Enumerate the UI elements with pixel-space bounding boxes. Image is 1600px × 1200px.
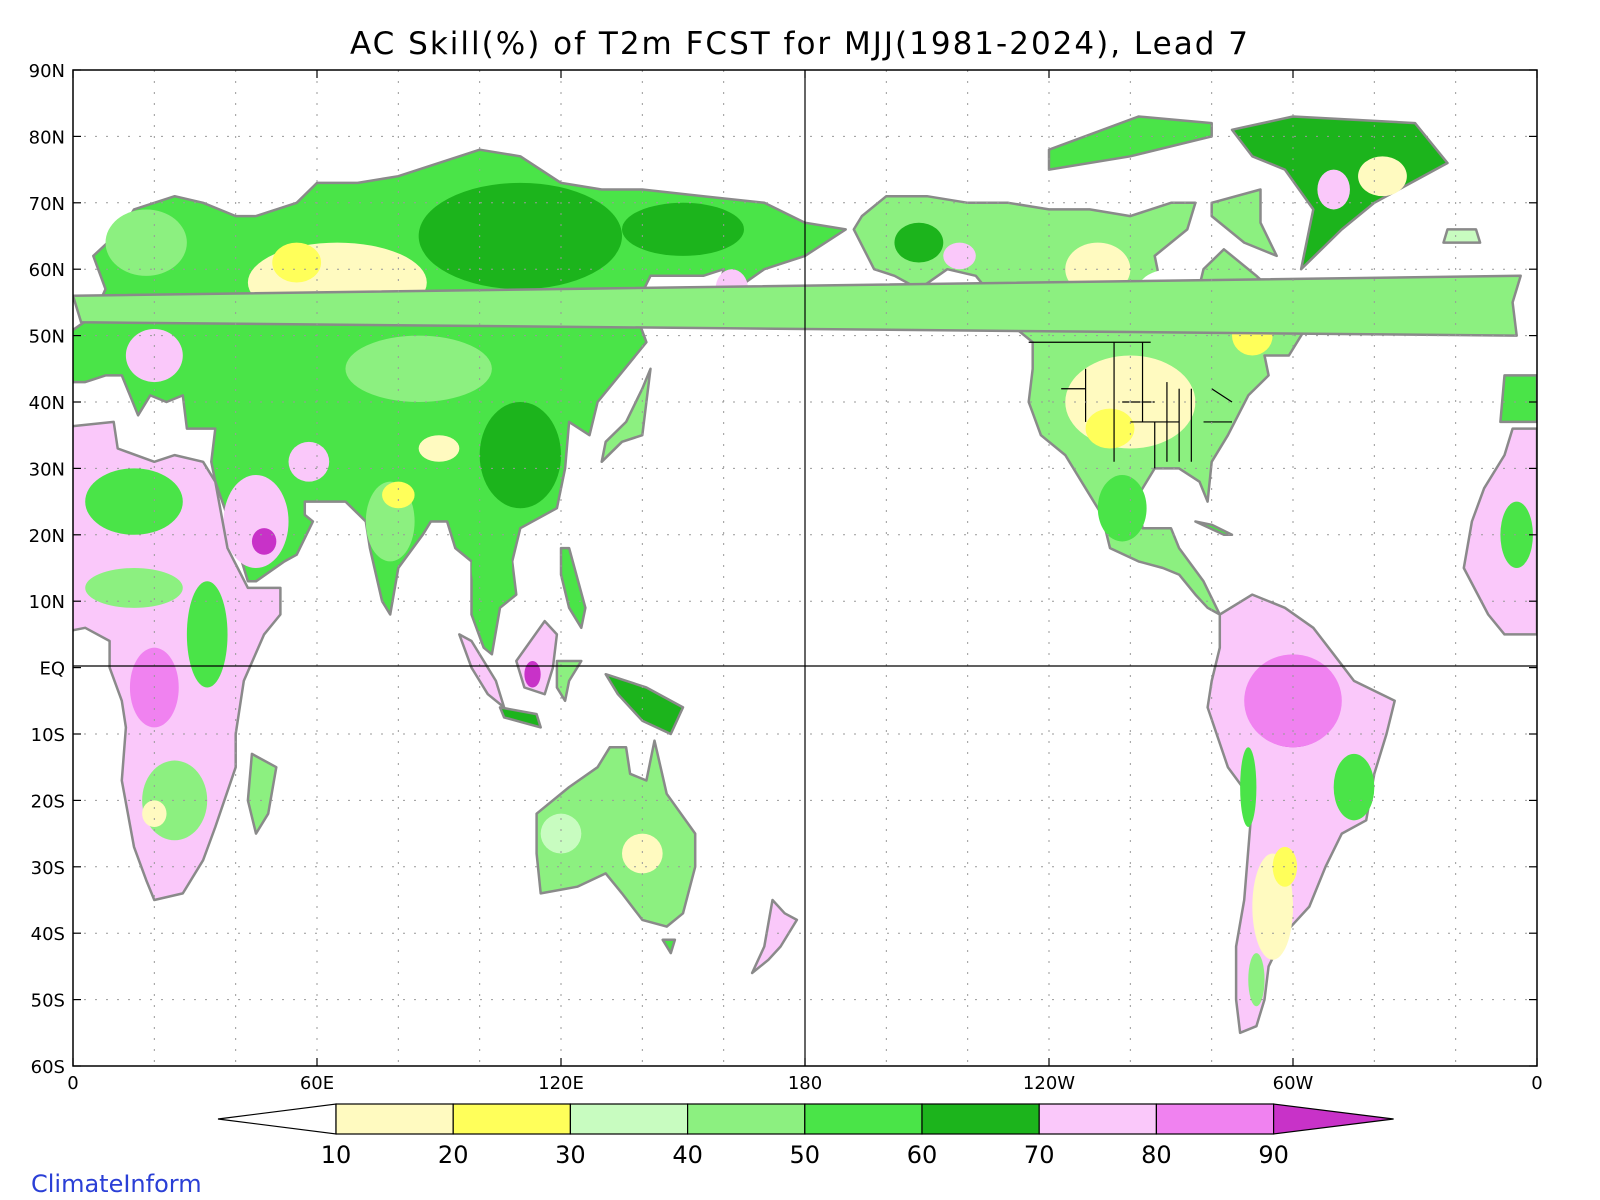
lat-tick-label: 40N (29, 393, 65, 414)
java (498, 706, 542, 729)
tasmania (661, 938, 677, 955)
colorbar-swatch (1038, 1103, 1157, 1135)
lon-tick-label: 0 (1531, 1073, 1542, 1094)
axis-ticks: 90N 80N 70N 60N 50N 40N 30N 20N 10N EQ 10S 20S 30S 40… (29, 61, 1543, 1094)
land-skill-field (73, 115, 1537, 1035)
new-guinea (604, 672, 685, 736)
colorbar-label: 70 (1024, 1141, 1055, 1169)
europe-pink (125, 328, 183, 383)
alaska-green (894, 222, 944, 263)
west-africa-edge (1462, 427, 1537, 636)
colorbar: 10 20 30 40 50 60 70 80 90 (217, 1103, 1394, 1169)
east-africa-green (186, 581, 228, 688)
lat-tick-label: 60S (31, 1057, 65, 1078)
arabia-magenta (251, 528, 277, 555)
lat-tick-label: 50S (31, 991, 65, 1012)
southern-africa-yellow (142, 800, 167, 827)
lon-tick-label: 120E (538, 1073, 584, 1094)
sulawesi (555, 659, 583, 703)
lon-tick-label: 60W (1273, 1073, 1314, 1094)
west-africa-green (1500, 501, 1533, 568)
madagascar (246, 752, 278, 835)
colorbar-label: 50 (790, 1141, 821, 1169)
colorbar-swatch (335, 1103, 454, 1135)
andes-green (1240, 747, 1257, 827)
chart-title: AC Skill(%) of T2m FCST for MJJ(1981-202… (350, 26, 1250, 62)
new-zealand (750, 898, 799, 975)
lon-tick-label: 120W (1023, 1073, 1075, 1094)
patagonia-green (1248, 953, 1265, 1007)
lat-tick-label: 80N (29, 127, 65, 148)
colorbar-swatch (921, 1103, 1040, 1135)
iran-pink (288, 441, 330, 482)
lat-tick-label: 10N (29, 592, 65, 613)
baffin (1210, 188, 1278, 258)
colorbar-label: 10 (321, 1141, 352, 1169)
india-yellow (382, 481, 415, 509)
arabia-pink (223, 475, 289, 568)
colorbar-low-arrow (217, 1103, 337, 1135)
lat-tick-label: 50N (29, 327, 65, 348)
greenland-white (1358, 156, 1407, 197)
borneo-magenta (524, 660, 541, 688)
philippines (559, 546, 587, 630)
colorbar-label: 30 (555, 1141, 586, 1169)
australia-landmass (535, 739, 697, 928)
scandinavia-skill (105, 209, 187, 276)
state-border (1211, 388, 1233, 403)
colorbar-swatch (686, 1103, 806, 1135)
lat-tick-label: 70N (29, 194, 65, 215)
amazon-pink (1244, 654, 1342, 748)
colorbar-label: 60 (907, 1141, 938, 1169)
australia-west-mid (540, 813, 582, 854)
iberia-edge (1499, 374, 1537, 424)
southeast-asia (471, 534, 513, 602)
alaska-pink (943, 242, 976, 270)
china-green (479, 402, 561, 509)
lat-tick-label: 30N (29, 459, 65, 480)
mexico-green (1097, 475, 1147, 542)
great-britain (73, 274, 1522, 337)
arctic-islands (1047, 115, 1213, 171)
lat-tick-label: 30S (31, 858, 65, 879)
australia-yellow (622, 833, 663, 874)
brazil-east-green (1333, 753, 1375, 821)
lon-tick-label: 180 (788, 1073, 822, 1094)
lat-tick-label: 40S (31, 924, 65, 945)
lat-lon-grid (73, 70, 1537, 1066)
lat-tick-label: 60N (29, 260, 65, 281)
sahel-green (85, 568, 183, 608)
credit-label: ClimateInform (31, 1170, 202, 1198)
lat-tick-label: 20S (31, 791, 65, 812)
colorbar-high-arrow (1272, 1103, 1394, 1135)
siberia-high (418, 182, 622, 290)
lon-tick-label: 0 (67, 1073, 78, 1094)
colorbar-label: 90 (1258, 1141, 1289, 1169)
lat-tick-label: 10S (31, 725, 65, 746)
lat-tick-label: EQ (39, 659, 65, 680)
central-asia-mid (345, 335, 492, 402)
japan (600, 367, 652, 464)
lat-tick-label: 90N (29, 61, 65, 82)
colorbar-swatch (1155, 1103, 1275, 1135)
iceland (1442, 228, 1482, 244)
cuba (1194, 520, 1234, 537)
lat-tick-label: 20N (29, 526, 65, 547)
us-yellow (1085, 408, 1135, 449)
colorbar-label: 20 (438, 1141, 469, 1169)
greenland-pink (1317, 169, 1350, 210)
colorbar-label: 80 (1141, 1141, 1172, 1169)
colorbar-swatch (569, 1103, 689, 1135)
colorbar-swatch (452, 1103, 572, 1135)
sahara-green (85, 468, 183, 535)
tibet-yellow (418, 435, 460, 462)
us-state-lines (1028, 341, 1233, 469)
colorbar-swatch (804, 1103, 923, 1135)
colorbar-label: 40 (672, 1141, 703, 1169)
east-siberia (622, 202, 744, 256)
africa-landmass (73, 420, 282, 902)
lon-tick-label: 60E (300, 1073, 334, 1094)
wsiberia-yellow (272, 242, 322, 283)
